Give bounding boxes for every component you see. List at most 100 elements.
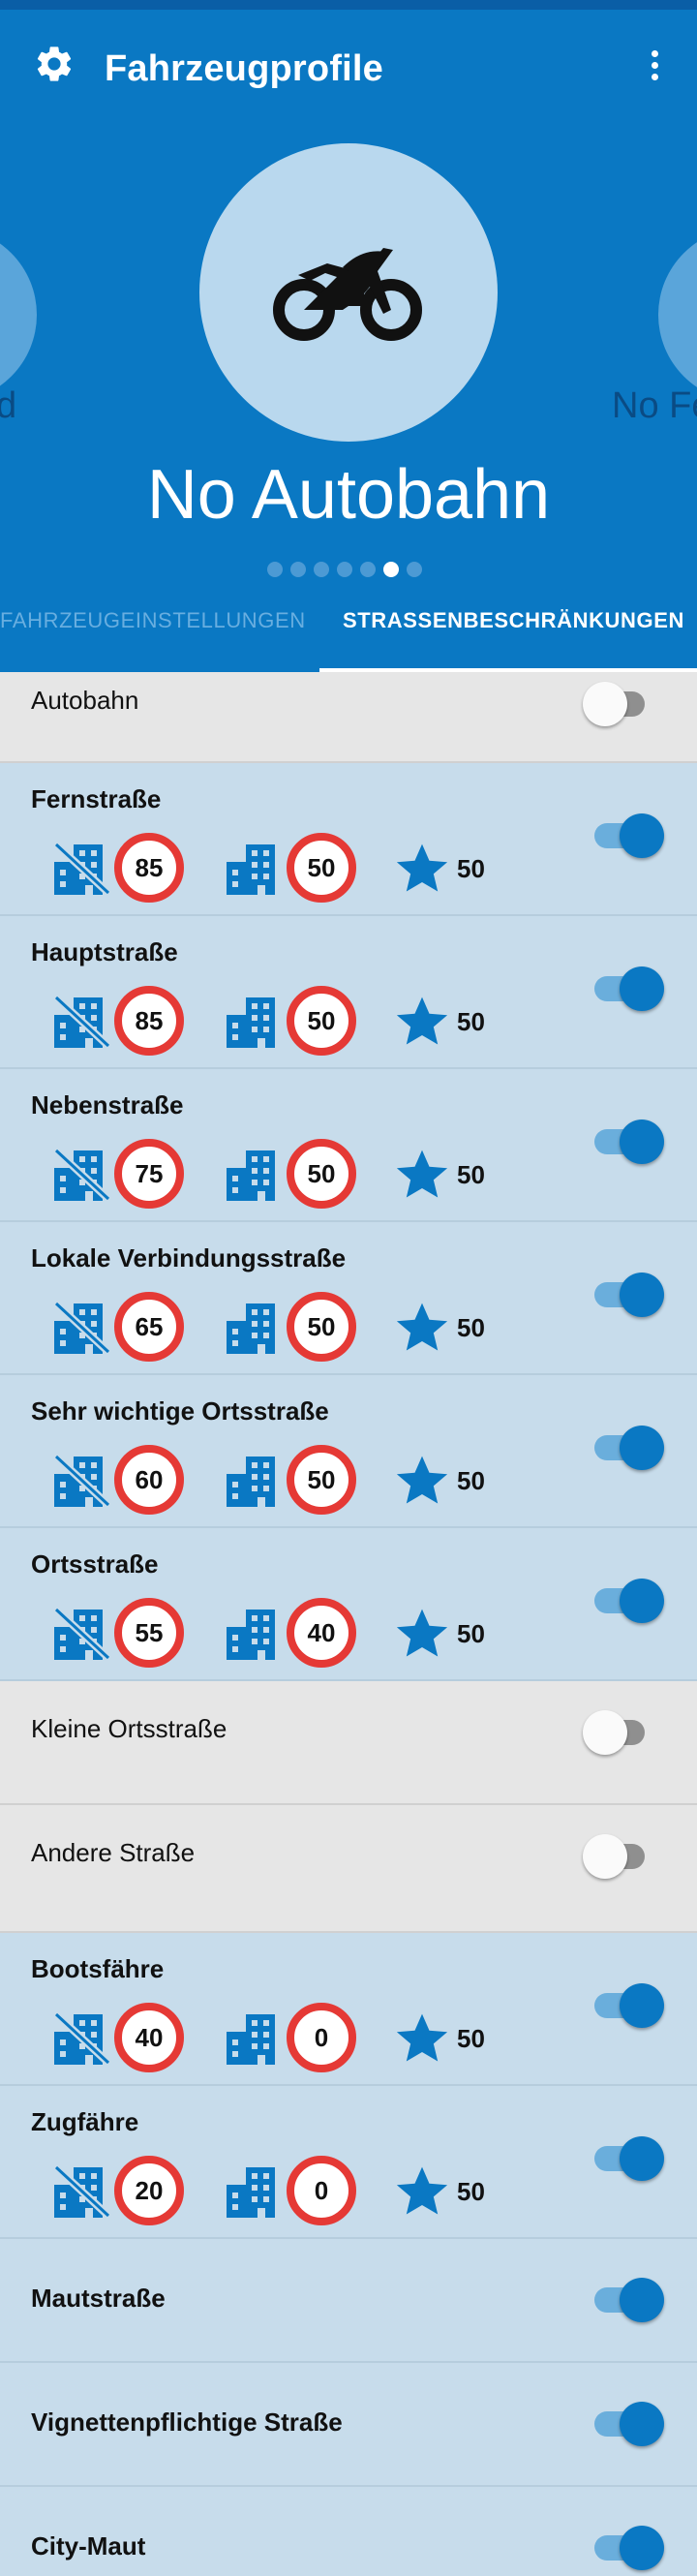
speed-limit-outside-town[interactable]: 55 bbox=[114, 1598, 184, 1668]
speed-limit-outside-town[interactable]: 60 bbox=[114, 1445, 184, 1515]
road-name: Ortsstraße bbox=[31, 1549, 159, 1579]
next-profile-label[interactable]: No Fe bbox=[612, 385, 697, 426]
road-toggle[interactable] bbox=[581, 1710, 664, 1755]
page-dot bbox=[314, 562, 329, 577]
preferred-speed[interactable]: 50 bbox=[457, 1466, 485, 1495]
road-name: Nebenstraße bbox=[31, 1090, 184, 1119]
tab-indicator bbox=[319, 668, 697, 672]
star-icon bbox=[396, 1303, 448, 1351]
speed-limit-in-town[interactable]: 50 bbox=[287, 1139, 356, 1209]
road-toggle[interactable] bbox=[581, 966, 664, 1011]
next-profile-avatar[interactable] bbox=[658, 228, 697, 402]
speed-limit-outside-town[interactable]: 85 bbox=[114, 986, 184, 1056]
speed-limit-outside-town[interactable]: 75 bbox=[114, 1139, 184, 1209]
list-item[interactable]: Mautstraße bbox=[0, 2239, 697, 2363]
road-toggle[interactable] bbox=[581, 2278, 664, 2322]
building-crossed-icon bbox=[52, 841, 110, 895]
building-crossed-icon bbox=[52, 1606, 110, 1660]
road-name: Autobahn bbox=[31, 686, 139, 715]
road-toggle[interactable] bbox=[581, 1426, 664, 1470]
list-item[interactable]: Kleine Ortsstraße bbox=[0, 1681, 697, 1805]
building-crossed-icon bbox=[52, 994, 110, 1048]
speed-limit-in-town[interactable]: 0 bbox=[287, 2156, 356, 2225]
building-crossed-icon bbox=[52, 1453, 110, 1507]
list-item[interactable]: Lokale Verbindungsstraße 65 50 50 bbox=[0, 1222, 697, 1375]
speed-limit-in-town[interactable]: 50 bbox=[287, 1292, 356, 1362]
speed-limit-outside-town[interactable]: 65 bbox=[114, 1292, 184, 1362]
road-toggle[interactable] bbox=[581, 1273, 664, 1317]
star-icon bbox=[396, 1609, 448, 1657]
previous-profile-label[interactable]: d bbox=[0, 385, 17, 426]
preferred-speed[interactable]: 50 bbox=[457, 854, 485, 883]
speed-limit-in-town[interactable]: 50 bbox=[287, 1445, 356, 1515]
building-icon bbox=[227, 997, 275, 1048]
gear-icon[interactable] bbox=[33, 43, 76, 85]
road-name: Kleine Ortsstraße bbox=[31, 1714, 227, 1743]
speed-limit-in-town[interactable]: 50 bbox=[287, 986, 356, 1056]
list-item[interactable]: Nebenstraße 75 50 50 bbox=[0, 1069, 697, 1222]
road-toggle[interactable] bbox=[581, 1983, 664, 2028]
building-icon bbox=[227, 1150, 275, 1201]
motorcycle-icon bbox=[273, 248, 422, 341]
star-icon bbox=[396, 843, 448, 892]
page-dot-active bbox=[383, 562, 399, 577]
road-name: Hauptstraße bbox=[31, 937, 178, 966]
building-icon bbox=[227, 2014, 275, 2065]
preferred-speed[interactable]: 50 bbox=[457, 1160, 485, 1189]
list-item[interactable]: Autobahn bbox=[0, 672, 697, 763]
road-toggle[interactable] bbox=[581, 2526, 664, 2570]
building-icon bbox=[227, 1303, 275, 1354]
star-icon bbox=[396, 2013, 448, 2062]
road-name: Fernstraße bbox=[31, 784, 162, 813]
list-item[interactable]: Sehr wichtige Ortsstraße 60 50 50 bbox=[0, 1375, 697, 1528]
road-toggle[interactable] bbox=[581, 1834, 664, 1879]
preferred-speed[interactable]: 50 bbox=[457, 1313, 485, 1342]
building-crossed-icon bbox=[52, 2163, 110, 2218]
preferred-speed[interactable]: 50 bbox=[457, 1007, 485, 1036]
speed-limit-in-town[interactable]: 50 bbox=[287, 833, 356, 903]
road-toggle[interactable] bbox=[581, 2136, 664, 2181]
building-crossed-icon bbox=[52, 1147, 110, 1201]
road-toggle[interactable] bbox=[581, 2402, 664, 2446]
app-title: Fahrzeugprofile bbox=[105, 48, 384, 89]
list-item[interactable]: City-Maut bbox=[0, 2487, 697, 2576]
building-icon bbox=[227, 1610, 275, 1660]
tab-road-restrictions[interactable]: STRASSENBESCHRÄNKUNGEN bbox=[343, 608, 685, 632]
speed-limit-outside-town[interactable]: 20 bbox=[114, 2156, 184, 2225]
status-bar bbox=[0, 0, 697, 10]
preferred-speed[interactable]: 50 bbox=[457, 2177, 485, 2206]
previous-profile-avatar[interactable] bbox=[0, 228, 37, 402]
star-icon bbox=[396, 1150, 448, 1198]
speed-limit-in-town[interactable]: 40 bbox=[287, 1598, 356, 1668]
speed-limit-in-town[interactable]: 0 bbox=[287, 2003, 356, 2072]
page-dot bbox=[337, 562, 352, 577]
road-name: Bootsfähre bbox=[31, 1954, 165, 1983]
list-item[interactable]: Vignettenpflichtige Straße bbox=[0, 2363, 697, 2487]
list-item[interactable]: Fernstraße 85 50 50 bbox=[0, 763, 697, 916]
road-toggle[interactable] bbox=[581, 813, 664, 858]
preferred-speed[interactable]: 50 bbox=[457, 1619, 485, 1648]
page-dot bbox=[360, 562, 376, 577]
list-item[interactable]: Ortsstraße 55 40 50 bbox=[0, 1528, 697, 1681]
road-toggle[interactable] bbox=[581, 1579, 664, 1623]
tab-vehicle-settings[interactable]: FAHRZEUGEINSTELLUNGEN bbox=[0, 608, 306, 632]
more-vert-icon[interactable] bbox=[645, 46, 664, 85]
profile-header: Fahrzeugprofile d No Fe No Autobahn FAHR… bbox=[0, 10, 697, 672]
page-dot bbox=[267, 562, 283, 577]
speed-limit-outside-town[interactable]: 85 bbox=[114, 833, 184, 903]
road-toggle[interactable] bbox=[581, 682, 664, 726]
list-item[interactable]: Andere Straße bbox=[0, 1805, 697, 1933]
list-item[interactable]: Bootsfähre 40 0 50 bbox=[0, 1933, 697, 2086]
star-icon bbox=[396, 997, 448, 1045]
preferred-speed[interactable]: 50 bbox=[457, 2024, 485, 2053]
page-dot bbox=[290, 562, 306, 577]
building-icon bbox=[227, 1457, 275, 1507]
building-icon bbox=[227, 844, 275, 895]
road-name: Sehr wichtige Ortsstraße bbox=[31, 1396, 329, 1426]
list-item[interactable]: Zugfähre 20 0 50 bbox=[0, 2086, 697, 2239]
road-toggle[interactable] bbox=[581, 1119, 664, 1164]
road-name: Mautstraße bbox=[31, 2284, 166, 2313]
speed-limit-outside-town[interactable]: 40 bbox=[114, 2003, 184, 2072]
building-crossed-icon bbox=[52, 1300, 110, 1354]
list-item[interactable]: Hauptstraße 85 50 50 bbox=[0, 916, 697, 1069]
